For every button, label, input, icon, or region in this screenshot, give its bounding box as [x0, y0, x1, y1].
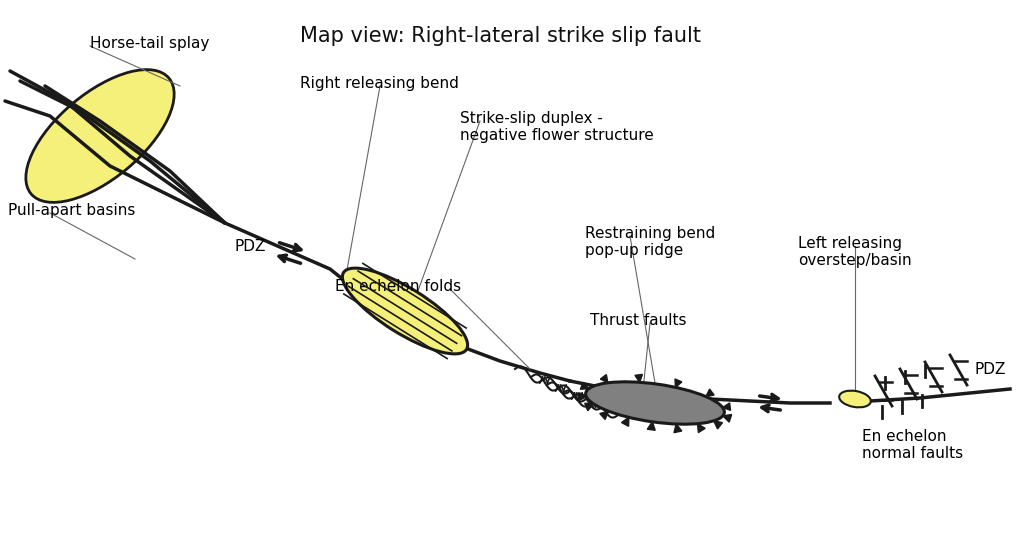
Text: Horse-tail splay: Horse-tail splay — [90, 36, 209, 51]
Polygon shape — [600, 374, 608, 383]
Text: Strike-slip duplex -
negative flower structure: Strike-slip duplex - negative flower str… — [460, 111, 653, 143]
Polygon shape — [723, 414, 732, 422]
Text: Map view: Right-lateral strike slip fault: Map view: Right-lateral strike slip faul… — [299, 26, 700, 46]
Ellipse shape — [840, 391, 870, 407]
Ellipse shape — [586, 382, 724, 424]
Polygon shape — [674, 424, 682, 433]
Text: En echelon folds: En echelon folds — [335, 279, 461, 294]
Polygon shape — [585, 403, 594, 411]
Ellipse shape — [342, 268, 468, 354]
Polygon shape — [714, 421, 723, 429]
Text: Pull-apart basins: Pull-apart basins — [8, 203, 135, 218]
Polygon shape — [675, 379, 682, 387]
Text: PDZ: PDZ — [975, 361, 1007, 377]
Text: Right releasing bend: Right releasing bend — [300, 76, 459, 91]
Text: Left releasing
overstep/basin: Left releasing overstep/basin — [798, 236, 911, 268]
Text: En echelon
normal faults: En echelon normal faults — [862, 429, 964, 461]
Polygon shape — [697, 424, 706, 433]
Polygon shape — [581, 382, 589, 389]
Polygon shape — [622, 417, 629, 426]
Polygon shape — [635, 374, 642, 382]
Text: Restraining bend
pop-up ridge: Restraining bend pop-up ridge — [585, 226, 715, 259]
Ellipse shape — [26, 70, 174, 202]
Polygon shape — [723, 403, 730, 410]
Text: PDZ: PDZ — [234, 239, 266, 254]
Polygon shape — [706, 389, 714, 397]
Polygon shape — [600, 411, 608, 419]
Polygon shape — [647, 422, 655, 430]
Polygon shape — [579, 393, 587, 401]
Text: Thrust faults: Thrust faults — [590, 313, 686, 328]
